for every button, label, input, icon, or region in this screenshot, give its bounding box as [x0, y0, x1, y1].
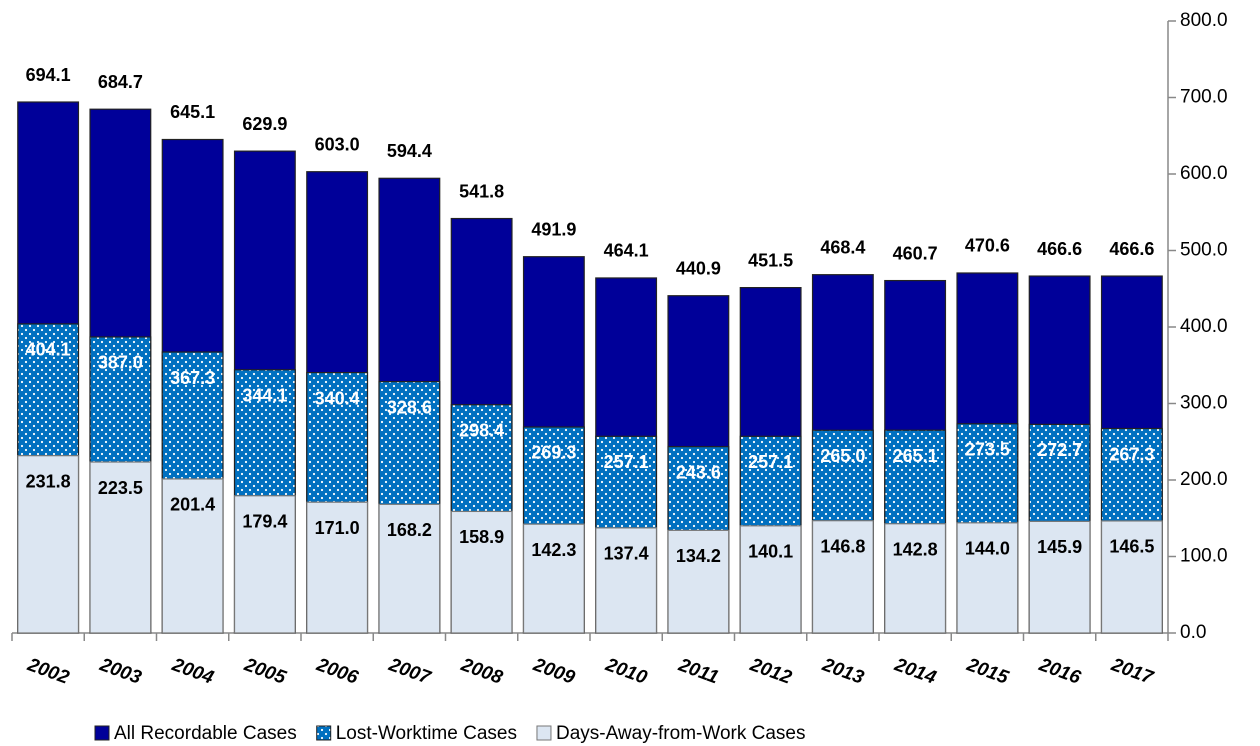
x-tick-label: 2014 [891, 654, 939, 689]
data-label: 257.1 [604, 452, 649, 472]
data-label: 168.2 [387, 520, 432, 540]
legend-swatch [94, 725, 110, 741]
data-label: 179.4 [242, 512, 287, 532]
y-tick-label: 400.0 [1180, 316, 1228, 337]
bar [161, 478, 224, 634]
data-label: 491.9 [531, 219, 576, 239]
y-tick-label: 300.0 [1180, 393, 1228, 414]
legend-swatch [536, 725, 552, 741]
y-tick-label: 500.0 [1180, 240, 1228, 261]
data-label: 541.8 [459, 181, 504, 201]
data-label: 272.7 [1037, 440, 1082, 460]
x-tick-label: 2008 [457, 654, 505, 689]
legend-label: Days-Away-from-Work Cases [556, 723, 806, 744]
data-label: 367.3 [170, 368, 215, 388]
x-tick-label: 2007 [385, 654, 434, 689]
data-label: 146.8 [820, 536, 865, 556]
x-tick-label: 2012 [746, 654, 794, 689]
bar [667, 529, 730, 634]
bar [233, 495, 296, 634]
data-label: 267.3 [1109, 444, 1154, 464]
data-label: 137.4 [604, 544, 649, 564]
y-tick-label: 700.0 [1180, 87, 1228, 108]
bar [811, 520, 874, 634]
data-label: 257.1 [748, 452, 793, 472]
bar [450, 510, 513, 634]
data-label: 265.1 [893, 446, 938, 466]
data-label: 201.4 [170, 495, 215, 515]
data-label: 134.2 [676, 546, 721, 566]
x-tick-label: 2002 [24, 654, 72, 689]
y-tick-label: 600.0 [1180, 163, 1228, 184]
data-label: 694.1 [26, 65, 71, 85]
bar [739, 525, 802, 634]
x-tick-label: 2016 [1035, 654, 1083, 689]
y-tick-label: 100.0 [1180, 546, 1228, 567]
legend-swatch [316, 725, 332, 741]
data-label: 328.6 [387, 397, 432, 417]
data-label: 223.5 [98, 478, 143, 498]
bar [378, 503, 441, 634]
data-label: 269.3 [531, 443, 576, 463]
data-label: 140.1 [748, 542, 793, 562]
bar [884, 523, 947, 634]
data-label: 603.0 [315, 134, 360, 154]
x-tick-label: 2009 [530, 654, 578, 689]
bar [306, 501, 369, 634]
data-label: 629.9 [242, 114, 287, 134]
x-tick-label: 2006 [313, 654, 361, 689]
data-label: 451.5 [748, 250, 793, 270]
data-label: 298.4 [459, 420, 504, 440]
data-label: 440.9 [676, 258, 721, 278]
legend-label: Lost-Worktime Cases [336, 723, 517, 744]
x-tick-label: 2011 [675, 654, 722, 688]
data-label: 466.6 [1109, 239, 1154, 259]
bar [1028, 520, 1091, 634]
data-label: 460.7 [893, 243, 938, 263]
data-label: 404.1 [26, 340, 71, 360]
bar [17, 455, 80, 634]
data-label: 146.5 [1109, 537, 1154, 557]
bar [595, 527, 658, 634]
y-tick-label: 800.0 [1180, 10, 1228, 31]
data-label: 464.1 [604, 241, 649, 261]
legend-label: All Recordable Cases [114, 723, 297, 744]
data-label: 466.6 [1037, 239, 1082, 259]
data-label: 470.6 [965, 236, 1010, 256]
data-label: 684.7 [98, 72, 143, 92]
x-tick-label: 2005 [241, 654, 289, 689]
data-label: 243.6 [676, 462, 721, 482]
bar [89, 461, 152, 634]
data-label: 468.4 [820, 237, 865, 257]
data-label: 273.5 [965, 440, 1010, 460]
x-tick-label: 2013 [819, 654, 867, 689]
data-label: 265.0 [820, 446, 865, 466]
data-label: 171.0 [315, 518, 360, 538]
data-label: 145.9 [1037, 537, 1082, 557]
data-label: 142.3 [531, 540, 576, 560]
x-tick-label: 2004 [168, 654, 216, 689]
data-label: 340.4 [315, 388, 360, 408]
x-tick-label: 2010 [602, 654, 650, 689]
bar [956, 522, 1019, 634]
y-tick-label: 0.0 [1180, 622, 1206, 643]
data-label: 231.8 [26, 471, 71, 491]
data-label: 594.4 [387, 141, 432, 161]
data-label: 387.0 [98, 353, 143, 373]
bar [1100, 520, 1163, 634]
bar [522, 523, 585, 634]
x-tick-label: 2003 [96, 654, 144, 689]
data-label: 158.9 [459, 527, 504, 547]
data-label: 144.0 [965, 539, 1010, 559]
x-tick-label: 2015 [963, 654, 1011, 689]
data-label: 344.1 [242, 386, 287, 406]
data-label: 142.8 [893, 540, 938, 560]
x-tick-label: 2017 [1108, 654, 1157, 689]
data-label: 645.1 [170, 102, 215, 122]
y-tick-label: 200.0 [1180, 469, 1228, 490]
